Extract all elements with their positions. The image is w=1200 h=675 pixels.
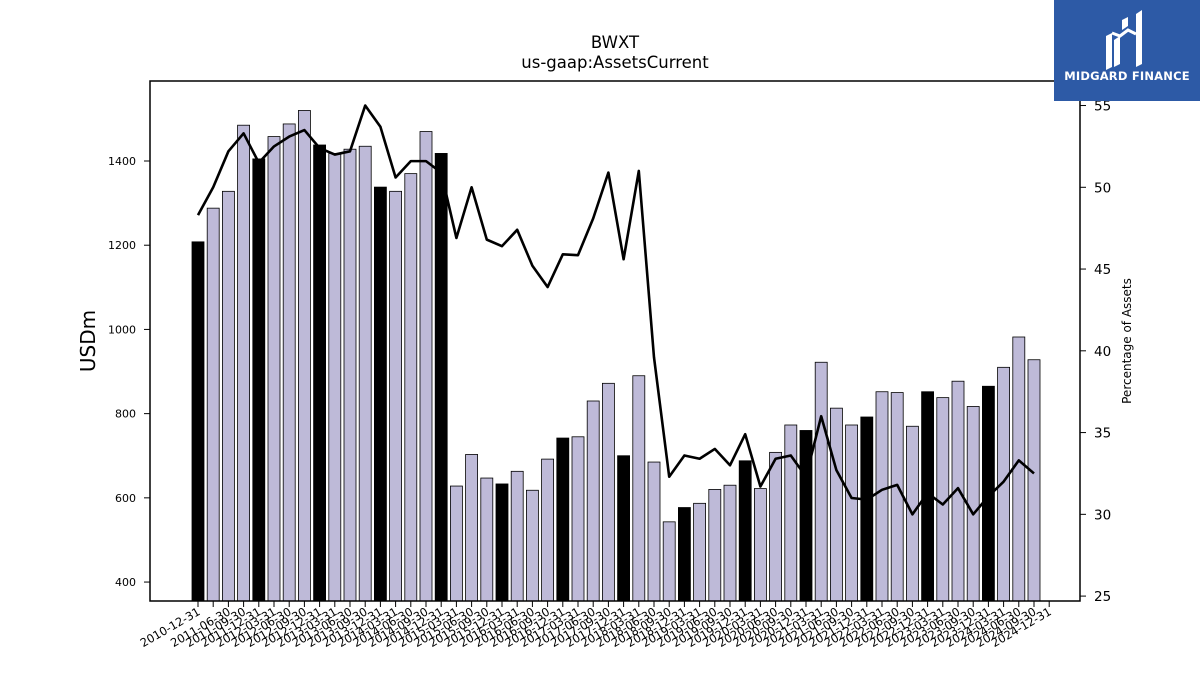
y-tick-label: 1400 (108, 155, 136, 168)
bar (434, 153, 448, 602)
bar (769, 451, 782, 602)
bar (860, 416, 874, 602)
bar (252, 158, 266, 602)
bar (191, 241, 205, 602)
bar (297, 110, 311, 602)
bar (358, 145, 372, 602)
bar (206, 207, 220, 602)
bar (602, 382, 615, 602)
y2-axis-label: Percentage of Assets (1120, 278, 1134, 404)
y2-tick-label: 55 (1094, 99, 1111, 115)
plot-area: 400600800100012001400253035404550552010-… (108, 99, 1111, 650)
bar (419, 131, 433, 602)
bar (617, 455, 630, 602)
bar (495, 483, 509, 602)
bar (875, 391, 889, 602)
chart-title: BWXT (591, 33, 640, 52)
bar (526, 489, 539, 602)
y-tick-label: 1200 (108, 239, 136, 252)
bar (237, 124, 251, 602)
bar (814, 361, 828, 602)
bar (830, 407, 843, 602)
y-tick-label: 1000 (108, 323, 136, 336)
bar (221, 190, 235, 602)
bar (373, 186, 387, 602)
bar (723, 484, 737, 602)
y2-tick-label: 35 (1094, 426, 1111, 442)
bar (313, 144, 327, 602)
bar (267, 136, 281, 602)
bar (404, 173, 418, 602)
midgard-finance-logo: MIDGARD FINANCE (1054, 0, 1200, 101)
bar (343, 148, 357, 602)
y-axis-label: USDm (76, 310, 100, 372)
bar (465, 454, 479, 602)
bar (480, 477, 494, 602)
series-line (196, 104, 1035, 516)
bar (571, 436, 585, 602)
y2-tick-label: 40 (1094, 344, 1111, 360)
bar (1027, 359, 1041, 602)
bar (708, 489, 722, 602)
bar (966, 406, 980, 602)
bar (890, 392, 904, 602)
bar (784, 424, 798, 602)
bar (541, 458, 554, 602)
bar (632, 375, 646, 602)
bar (510, 470, 524, 602)
bar (662, 521, 676, 602)
bar (389, 190, 403, 602)
plot-frame (149, 80, 1081, 602)
bar (647, 461, 661, 602)
chart-subtitle: us-gaap:AssetsCurrent (521, 53, 709, 72)
bar (282, 123, 296, 602)
y2-tick-label: 45 (1094, 262, 1111, 278)
bar (693, 502, 706, 602)
bar (738, 460, 752, 602)
bar (586, 400, 600, 602)
bar (754, 488, 767, 602)
bar (449, 485, 463, 602)
y-tick-label: 400 (115, 576, 136, 589)
bar (678, 507, 691, 602)
y2-tick-label: 50 (1094, 180, 1111, 196)
bar (328, 153, 342, 602)
logo-text: MIDGARD FINANCE (1064, 69, 1190, 83)
logo-mark-icon (1106, 10, 1142, 70)
y-tick-label: 600 (115, 492, 136, 505)
bar (845, 424, 858, 602)
bar (1012, 336, 1026, 602)
y-tick-label: 800 (115, 408, 136, 421)
y2-tick-label: 30 (1094, 507, 1111, 523)
bar (556, 437, 570, 602)
y2-tick-label: 25 (1094, 589, 1111, 605)
